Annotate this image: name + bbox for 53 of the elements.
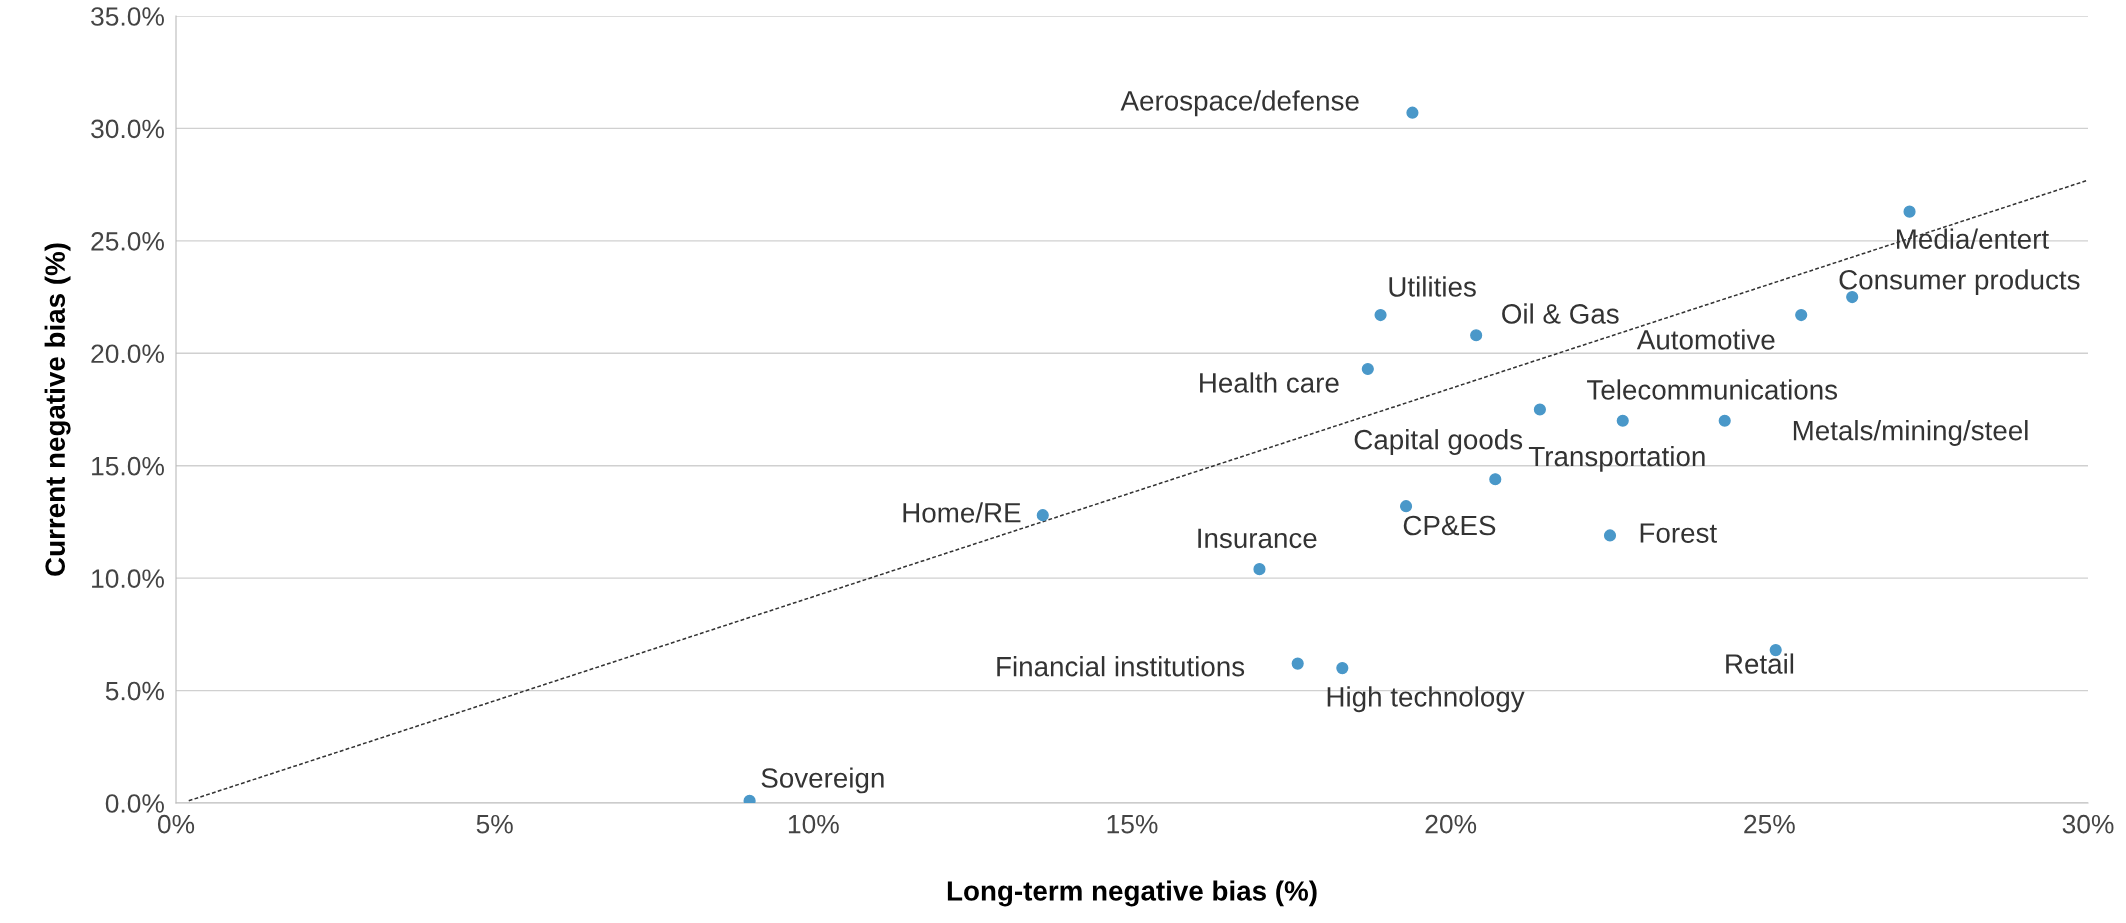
point [1846, 290, 1859, 304]
annotation: Capital goods [1354, 429, 1523, 455]
y-tick-label: 35.0% [91, 7, 164, 26]
y-tick-label: 30.0% [91, 119, 164, 139]
annotation: Oil & Gas [1502, 303, 1619, 324]
point [1533, 403, 1546, 416]
x-tick-label: 25% [1744, 814, 1795, 834]
y-tick-label: 0.0% [105, 794, 164, 813]
x-tick-label: 30% [2062, 814, 2114, 834]
point [1399, 500, 1413, 513]
x-tick-label: 5% [476, 814, 513, 834]
point [1291, 657, 1304, 670]
annotation: Insurance [1198, 528, 1317, 549]
x-tick-label: 20% [1425, 814, 1477, 834]
annotation: Metals/mining/steel [1793, 420, 2028, 446]
point [1616, 414, 1629, 427]
annotation: High technology [1327, 686, 1525, 713]
point [1470, 329, 1483, 342]
y-axis-title: Current negative bias (%) [44, 243, 71, 576]
annotation: Forest [1640, 523, 1717, 543]
annotation: Consumer products [1839, 269, 2080, 296]
point [1361, 362, 1374, 376]
annotation: Telecommunications [1587, 379, 1838, 400]
annotation: Sovereign [761, 767, 884, 794]
point [1718, 414, 1731, 427]
annotation: Aerospace/defense [1120, 90, 1359, 117]
annotation: Transportation [1528, 445, 1705, 472]
point [1489, 473, 1502, 486]
point [1336, 662, 1349, 675]
annotation: Home/RE [903, 502, 1021, 523]
x-axis-title: Long-term negative bias (%) [947, 880, 1317, 907]
annotation: Utilities [1389, 276, 1476, 297]
point [1253, 563, 1266, 576]
point [1603, 529, 1617, 542]
y-tick-label: 15.0% [92, 456, 164, 476]
annotation: Retail [1726, 653, 1794, 674]
x-tick-label: 15% [1107, 814, 1158, 834]
annotation: Media/entert [1897, 228, 2049, 249]
y-tick-label: 5.0% [105, 681, 164, 701]
x-tick-label: 0% [157, 814, 195, 834]
y-tick-label: 25.0% [91, 231, 164, 251]
point [1406, 106, 1419, 119]
point [1903, 205, 1916, 218]
annotation: Financial institutions [997, 656, 1245, 677]
x-tick-label: 10% [788, 814, 839, 834]
point [1036, 509, 1049, 522]
point [1374, 308, 1387, 322]
y-tick-label: 10.0% [92, 569, 164, 588]
annotation: Health care [1200, 372, 1339, 393]
annotation: Automotive [1636, 329, 1775, 350]
point [1795, 308, 1808, 322]
annotation: CP&ES [1403, 515, 1496, 536]
y-tick-label: 20.0% [91, 344, 164, 364]
